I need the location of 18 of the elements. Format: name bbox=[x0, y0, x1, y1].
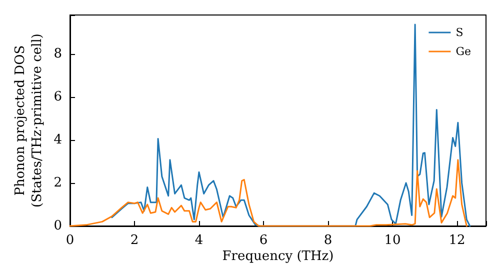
x-axis-title: Frequency (THz) bbox=[222, 249, 334, 264]
x-tick-label: 10 bbox=[384, 233, 401, 248]
legend-label: S bbox=[456, 26, 464, 39]
y-axis-title: Phonon projected DOS (States/THz·primitive cell) bbox=[13, 33, 45, 208]
y-tick-label: 0 bbox=[54, 218, 62, 234]
y-tick-label: 4 bbox=[54, 132, 62, 148]
x-tick-label: 2 bbox=[130, 233, 139, 248]
y-tick-label: 2 bbox=[54, 175, 62, 190]
line-series bbox=[69, 159, 468, 227]
line-series bbox=[111, 24, 471, 227]
legend-label: Ge bbox=[456, 45, 471, 58]
x-tick-label: 4 bbox=[194, 233, 204, 248]
y-tick-label: 6 bbox=[54, 89, 62, 104]
y-tick-label: 8 bbox=[54, 46, 62, 62]
x-tick-label: 8 bbox=[324, 233, 332, 248]
x-tick-label: 12 bbox=[448, 233, 466, 248]
x-tick-label: 6 bbox=[259, 233, 268, 248]
x-tick-label: 0 bbox=[66, 233, 74, 248]
